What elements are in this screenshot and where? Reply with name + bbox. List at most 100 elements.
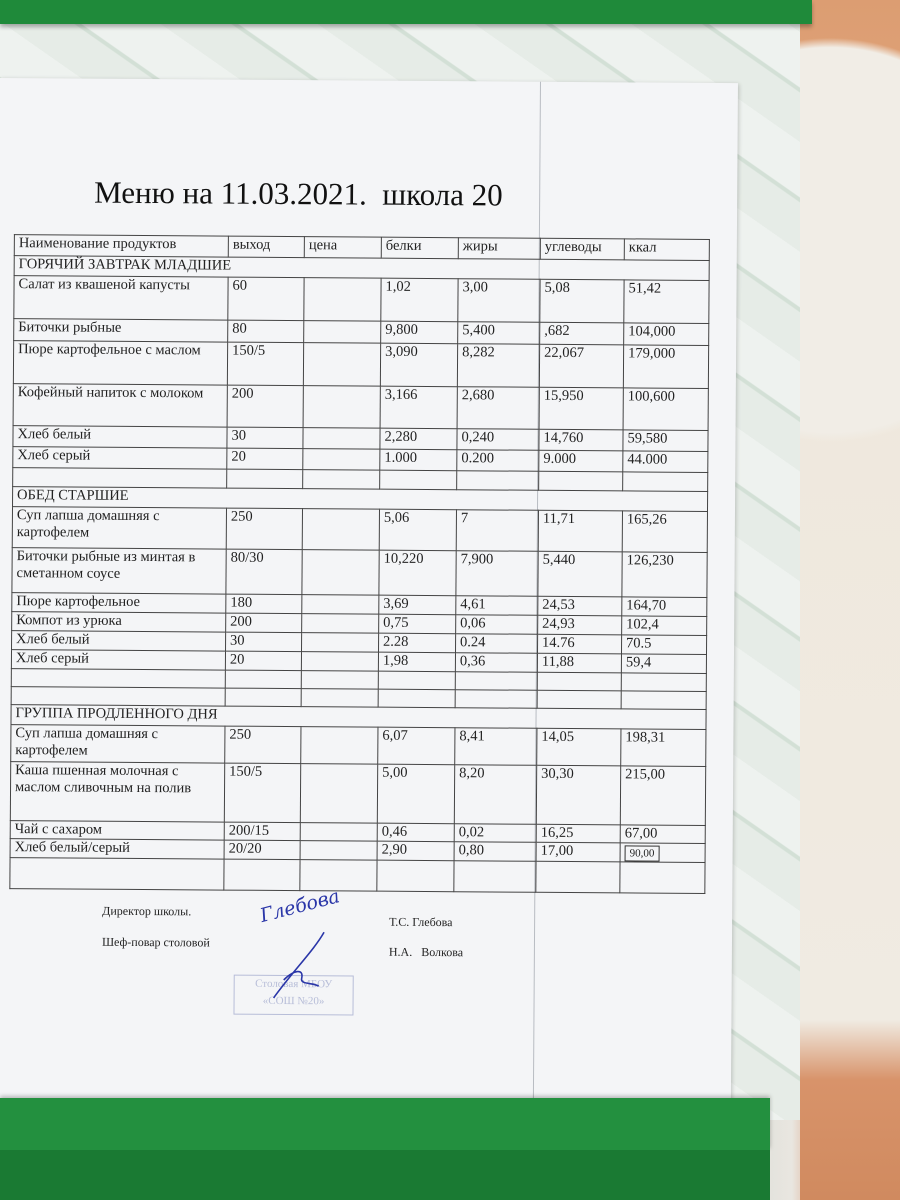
column-header: белки [381,237,459,259]
table-cell: 1,02 [380,278,459,322]
menu-table: Наименование продуктов выход цена белки жиры… [9,234,710,894]
chef-label: Шеф-повар столовой [101,934,210,950]
director-signature: Глебова [257,885,343,928]
table-cell: 5,08 [539,279,625,323]
table-cell: 0,75 [378,614,456,634]
table-cell: 126,230 [621,551,708,598]
table-cell: 9,800 [380,321,458,344]
table-cell [535,861,621,893]
director-name: Т.С. Глебова [389,914,453,930]
table-cell [11,668,226,689]
table-cell [301,651,379,672]
table-cell [225,688,302,707]
table-cell: 164,70 [621,596,707,617]
table-cell: 59,4 [621,653,707,674]
table-cell [537,690,622,709]
table-cell [302,508,380,551]
table-cell: 20/20 [224,840,301,860]
table-cell [302,469,380,490]
table-cell [621,672,707,692]
table-cell: 67,00 [620,824,706,844]
table-cell: 0,240 [456,428,540,451]
table-cell [300,763,378,824]
table-cell: 3,69 [378,595,456,615]
table-cell: 2,90 [377,841,455,861]
table-row: Кофейный напиток с молоком 200 3,166 2,680 1… [13,383,709,431]
table-cell [455,671,538,691]
table-cell [376,860,455,892]
table-cell: 7 [456,509,539,552]
table-cell: 5,06 [379,509,457,551]
table-cell [9,857,225,891]
table-cell [456,470,539,491]
table-cell [453,860,537,893]
table-cell: 30 [225,632,302,652]
table-cell: 51,42 [623,279,710,324]
table-cell: 0,80 [454,841,537,862]
table-cell: Биточки рыбные из минтая в сметанном соу… [11,547,227,595]
table-cell: 8,282 [457,343,540,388]
table-cell: ,682 [539,322,624,345]
table-cell: 7,900 [455,550,539,597]
table-cell [619,861,706,894]
table-cell: 2.28 [378,633,456,653]
table-cell: Хлеб серый [12,446,227,470]
table-cell [538,471,623,491]
table-cell: 179,000 [623,344,709,389]
table-row: Пюре картофельное с маслом 150/5 3,090 8,28… [13,340,709,389]
table-cell [301,549,380,596]
menu-sheet: Меню на 11.03.2021. школа 20 Наименовани… [0,78,738,1114]
column-header: цена [304,236,382,259]
table-cell: 4,61 [455,595,538,616]
table-cell: 250 [224,726,301,764]
table-cell: 180 [225,594,302,614]
frame-bottom [0,1098,770,1150]
table-cell: 0,06 [455,614,538,635]
table-cell: 200 [227,385,304,428]
table-cell: Пюре картофельное с маслом [13,340,228,386]
table-cell: 14,760 [538,429,624,451]
table-cell [303,342,381,387]
table-cell: Хлеб белый/серый [10,838,225,860]
table-cell [621,690,707,710]
column-header: жиры [458,237,541,260]
table-cell: 5,400 [457,321,540,345]
table-cell: 24,53 [537,596,622,616]
table-cell: 30 [226,427,304,449]
table-cell: 44.000 [622,450,708,473]
frame-bottom-lower [0,1150,770,1200]
table-cell: 24,93 [537,615,622,635]
table-cell: 80/30 [225,549,303,595]
empty-row [9,857,706,894]
table-cell: 6,07 [377,727,455,765]
table-cell: 8,20 [454,764,537,825]
table-cell: 2,680 [457,386,540,430]
table-cell: 59,580 [622,429,709,452]
table-cell [455,689,538,709]
table-cell: 215,00 [620,765,706,826]
table-cell: 5,440 [537,551,623,597]
table-cell: Чай с сахаром [10,820,225,841]
table-cell: Салат из квашеной капусты [13,275,229,321]
table-row: Салат из квашеной капусты 60 1,02 3,00 5,08 5… [13,275,710,324]
table-cell: 150/5 [224,763,301,823]
table-cell: 2,280 [379,428,458,450]
table-cell [303,320,381,344]
table-cell: 80 [227,320,304,343]
table-cell [378,689,456,708]
table-row: Биточки рыбные из минтая в сметанном соу… [11,547,708,598]
table-cell [301,670,379,690]
table-cell [302,427,381,450]
table-cell: 100,600 [623,387,709,431]
chef-signature [272,931,325,999]
table-cell: 20 [225,651,302,671]
table-cell [622,471,708,492]
table-cell [303,385,381,429]
frame-top [0,0,812,24]
table-cell: 0,36 [455,652,538,673]
table-cell: 8,41 [454,727,537,766]
table-cell: Хлеб белый [12,425,228,449]
table-cell: 3,00 [457,278,541,323]
table-cell [303,277,382,322]
column-header: выход [228,236,305,258]
